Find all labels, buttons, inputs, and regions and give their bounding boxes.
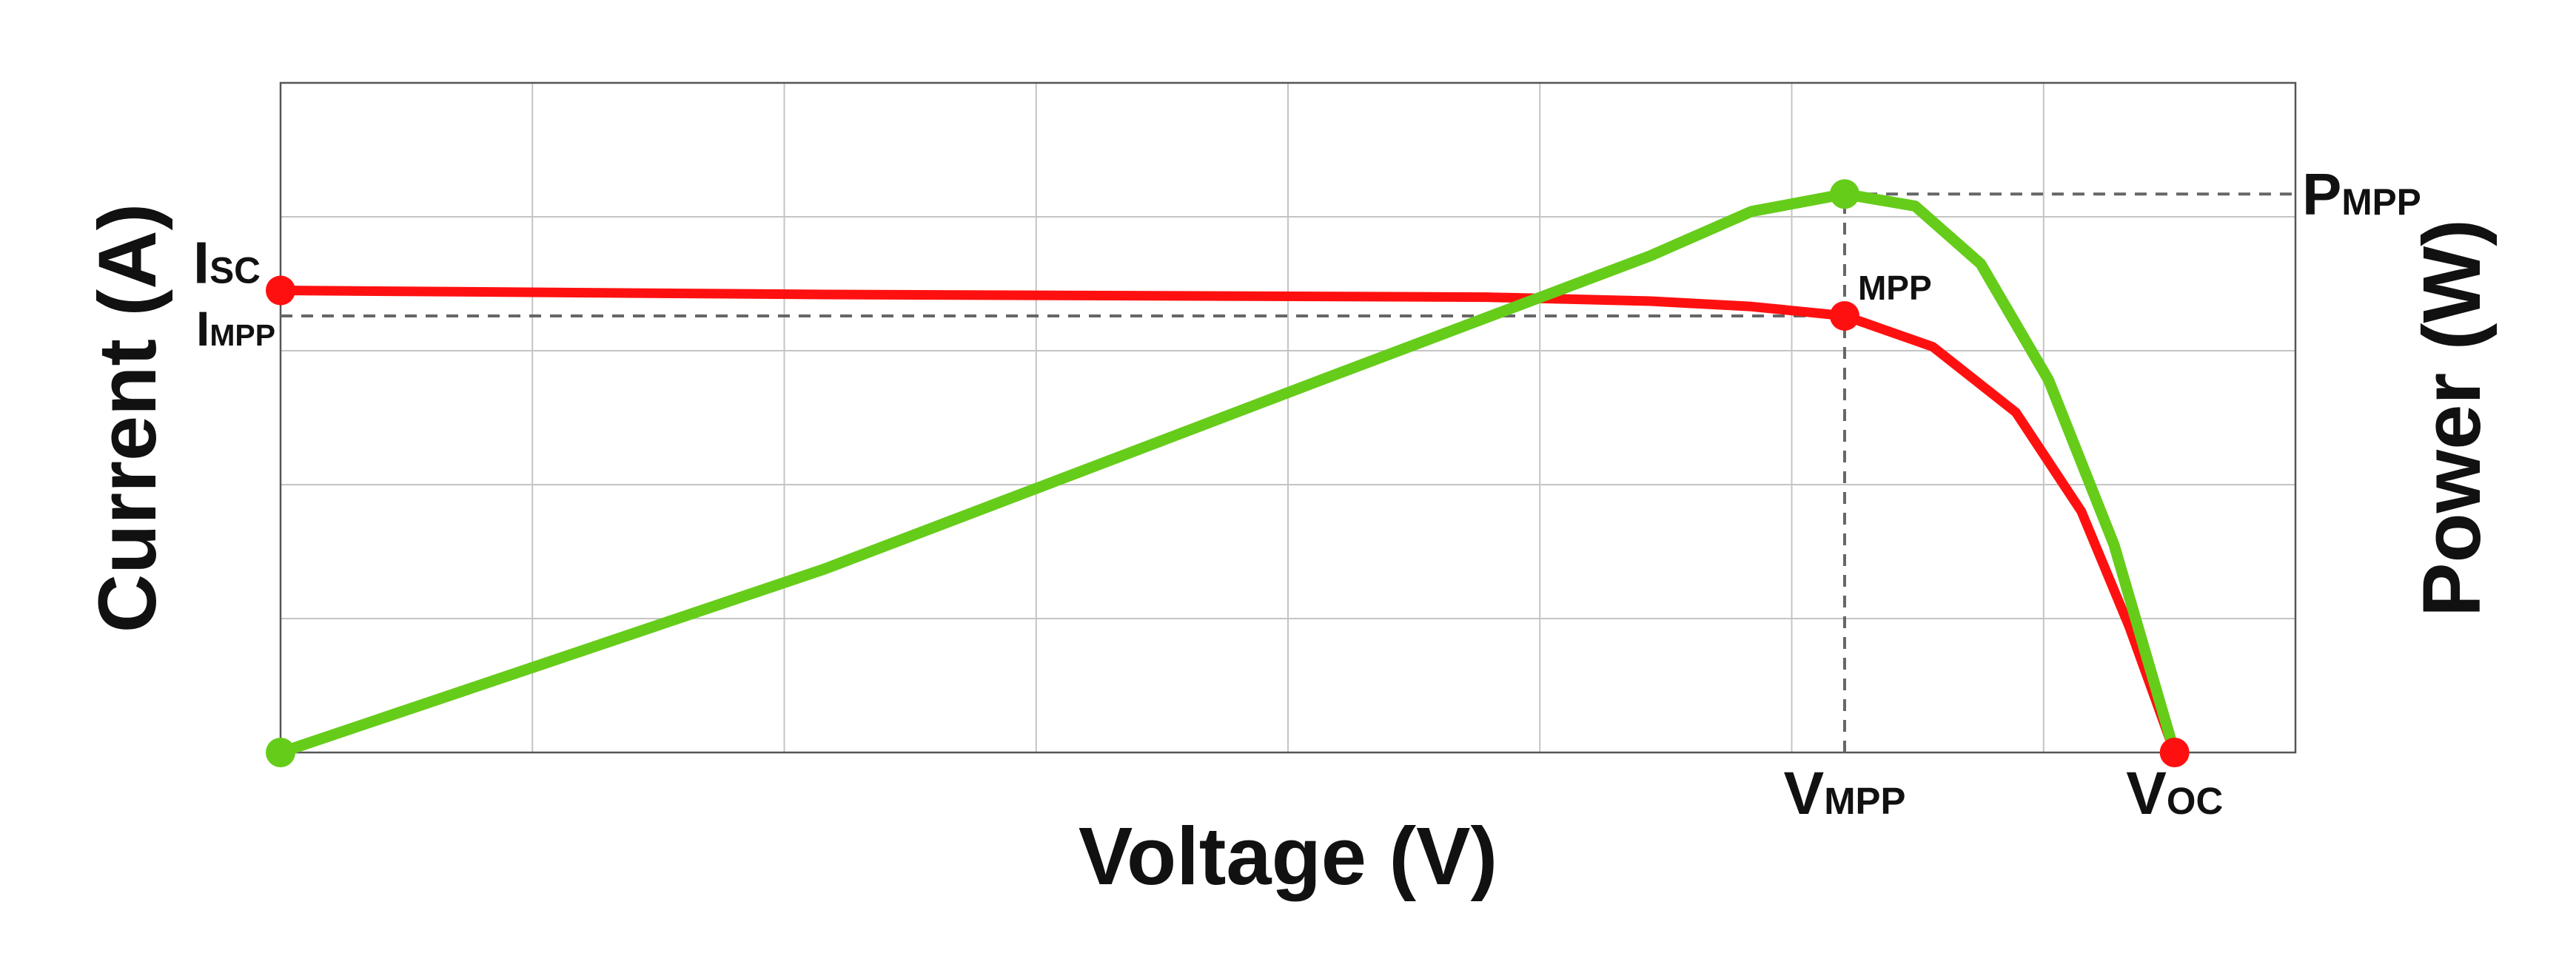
label-main: I (193, 230, 209, 296)
point-marker (1829, 179, 1859, 209)
point-marker (2159, 738, 2190, 767)
label-sub: MPP (1824, 780, 1905, 822)
y2-axis-title: Power (W) (2406, 219, 2498, 617)
point-marker (1829, 300, 1859, 331)
point-marker (266, 275, 295, 306)
label-sub: MPP (2341, 181, 2421, 223)
label-main: V (2126, 760, 2167, 827)
x-mark-label: VMPP (1784, 760, 1906, 827)
label-main: I (196, 301, 209, 356)
label-main: V (1784, 760, 1825, 827)
y-axis-title: Current (A) (82, 203, 173, 633)
label-main: P (2302, 161, 2341, 227)
label-sub: OC (2167, 780, 2223, 822)
y-mark-label: IMPP (196, 301, 275, 356)
plot-frame (279, 81, 2297, 754)
label-sub: MPP (209, 318, 275, 352)
label-sub: SC (209, 250, 261, 292)
x-mark-label: VOC (2126, 760, 2223, 827)
y2-mark-label: PMPP (2302, 161, 2421, 227)
x-axis-title: Voltage (V) (1079, 811, 1497, 902)
point-label: MPP (1858, 269, 1932, 307)
point-marker (266, 738, 295, 767)
y-mark-label: ISC (193, 230, 261, 296)
